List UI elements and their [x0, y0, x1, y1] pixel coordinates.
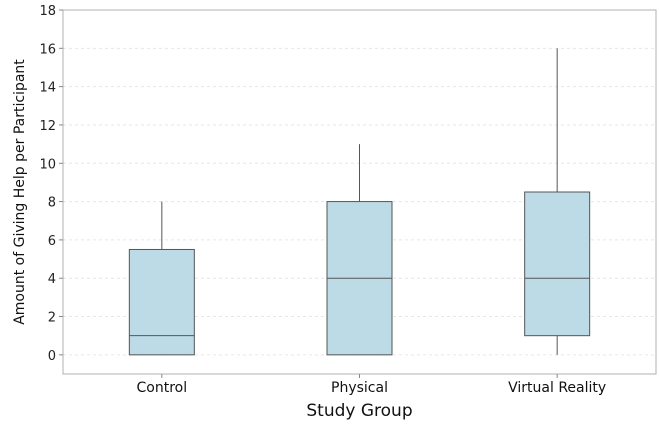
interquartile-box: [128, 248, 195, 356]
y-axis-label: Amount of Giving Help per Participant: [12, 59, 28, 325]
interquartile-box: [524, 191, 591, 337]
y-axis-ticks: 0 2 4 6 8 10 12 14 16 18: [39, 4, 63, 364]
y-tick-label: 8: [48, 196, 56, 211]
y-tick-label: 6: [48, 234, 56, 249]
x-tick-label: Virtual Reality: [508, 380, 606, 396]
x-axis-tick-labels: Control Physical Virtual Reality: [137, 374, 606, 396]
y-tick-label: 0: [48, 349, 56, 364]
x-tick-label: Control: [137, 380, 188, 396]
box-physical: [326, 144, 393, 356]
boxes: [128, 48, 591, 356]
x-tick-label: Physical: [331, 380, 388, 396]
x-axis-label: Study Group: [306, 401, 412, 421]
y-tick-label: 12: [39, 119, 56, 134]
y-tick-label: 16: [39, 42, 56, 57]
y-tick-label: 14: [39, 81, 56, 96]
y-tick-label: 4: [48, 272, 56, 287]
box-virtual-reality: [524, 48, 591, 355]
y-tick-label: 2: [48, 311, 56, 326]
y-tick-label: 18: [39, 4, 56, 19]
y-tick-label: 10: [39, 157, 56, 172]
box-control: [128, 201, 195, 356]
